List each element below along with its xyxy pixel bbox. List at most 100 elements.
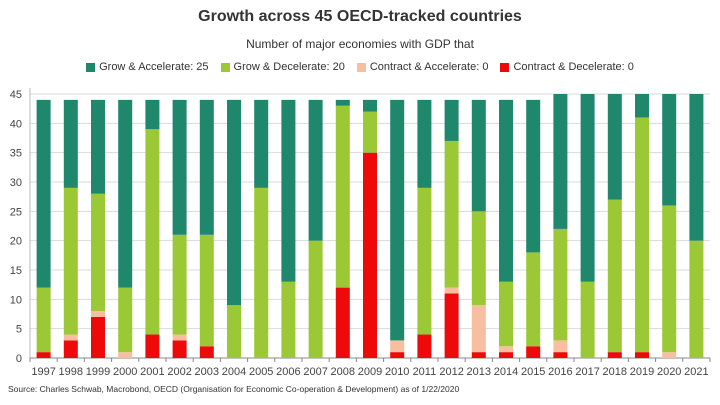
x-tick-label: 2018	[603, 366, 627, 378]
bar-segment-grow-accelerate	[689, 94, 704, 241]
x-tick-label: 2014	[494, 366, 518, 378]
y-tick-label: 35	[10, 148, 22, 160]
bar-segment-grow-decelerate	[526, 252, 541, 347]
bar-segment-grow-decelerate	[335, 105, 350, 288]
bar-segment-grow-decelerate	[199, 234, 214, 347]
x-tick-label: 2009	[358, 366, 382, 378]
bar-segment-contract-decelerate	[444, 293, 459, 358]
bar-segment-grow-accelerate	[63, 99, 78, 188]
bar-segment-contract-accelerate	[390, 340, 405, 353]
bar-segment-contract-accelerate	[91, 311, 105, 317]
y-tick-label: 20	[10, 236, 22, 248]
legend-item: Grow & Accelerate: 25	[86, 61, 209, 73]
chart-title: Growth across 45 OECD-tracked countries	[198, 8, 522, 25]
bar-segment-grow-decelerate	[607, 199, 622, 353]
bar-segment-grow-accelerate	[281, 99, 296, 282]
bar-segment-contract-accelerate	[172, 334, 187, 341]
bar-segment-grow-decelerate	[662, 205, 677, 353]
x-tick-label: 2008	[331, 366, 355, 378]
x-tick-label: 2004	[222, 366, 246, 378]
bar-segment-grow-accelerate	[36, 99, 51, 288]
bar-segment-grow-accelerate	[118, 99, 133, 288]
bar-segment-grow-accelerate	[254, 99, 269, 188]
bar-segment-grow-decelerate	[145, 129, 160, 335]
bar-segment-grow-decelerate	[254, 187, 269, 358]
bar-segment-grow-decelerate	[36, 287, 51, 353]
legend-swatch	[356, 62, 366, 72]
y-tick-label: 0	[16, 353, 22, 365]
bar-segment-grow-accelerate	[363, 99, 377, 112]
legend-item: Contract & Accelerate: 0	[356, 61, 489, 73]
bar-segment-contract-decelerate	[526, 346, 541, 358]
chart-subtitle: Number of major economies with GDP that	[246, 37, 474, 51]
bar-segment-contract-accelerate	[662, 352, 677, 358]
bar-segment-grow-accelerate	[471, 99, 486, 212]
bar-segment-contract-decelerate	[553, 352, 568, 358]
x-tick-label: 2013	[467, 366, 491, 378]
bar-segment-grow-decelerate	[363, 111, 377, 153]
bar-segment-contract-accelerate	[553, 340, 568, 353]
bar-segment-contract-decelerate	[417, 334, 432, 358]
bar-segment-grow-accelerate	[417, 99, 432, 188]
y-tick-label: 40	[10, 118, 22, 130]
y-tick-label: 10	[10, 294, 22, 306]
bar-segment-contract-decelerate	[172, 340, 187, 358]
bar-segment-grow-decelerate	[227, 305, 241, 358]
bar-segment-grow-decelerate	[417, 187, 432, 335]
x-tick-label: 2011	[413, 366, 437, 378]
bar-segment-grow-accelerate	[580, 94, 595, 282]
x-tick-label: 2021	[684, 366, 708, 378]
legend-swatch	[220, 62, 230, 72]
bar-segment-contract-decelerate	[335, 287, 350, 358]
legend-swatch	[86, 62, 96, 72]
bar-segment-grow-accelerate	[499, 99, 513, 282]
y-tick-label: 15	[10, 265, 22, 277]
x-tick-label: 2017	[575, 366, 599, 378]
bar-segment-grow-accelerate	[308, 99, 323, 241]
y-tick-label: 30	[10, 177, 22, 189]
bar-segment-contract-decelerate	[499, 352, 513, 358]
bar-segment-grow-decelerate	[63, 187, 78, 335]
bar-segment-grow-accelerate	[199, 99, 214, 235]
bar-segment-contract-decelerate	[607, 352, 622, 358]
bar-segment-grow-accelerate	[227, 99, 241, 306]
x-tick-label: 1999	[86, 366, 110, 378]
legend-label: Contract & Accelerate: 0	[369, 61, 489, 73]
bar-segment-grow-accelerate	[390, 99, 405, 341]
x-tick-label: 2016	[548, 366, 572, 378]
bar-segment-grow-decelerate	[553, 228, 568, 341]
bar-segment-grow-accelerate	[635, 94, 649, 118]
y-tick-label: 45	[10, 89, 22, 101]
bar-segment-contract-accelerate	[444, 287, 459, 294]
legend-swatch	[500, 62, 510, 72]
bar-segment-grow-accelerate	[444, 99, 459, 141]
bar-segment-contract-accelerate	[63, 334, 78, 341]
bar-segment-grow-decelerate	[689, 240, 704, 358]
bar-segment-grow-accelerate	[553, 94, 568, 229]
bar-segment-grow-decelerate	[118, 287, 133, 353]
legend-item: Contract & Decelerate: 0	[500, 61, 634, 73]
legend: Grow & Accelerate: 25 Grow & Decelerate: …	[0, 61, 720, 73]
x-tick-label: 2002	[167, 366, 191, 378]
x-tick-label: 2019	[630, 366, 654, 378]
bar-segment-grow-decelerate	[308, 240, 323, 358]
legend-label: Contract & Decelerate: 0	[513, 61, 634, 73]
x-tick-label: 1997	[31, 366, 55, 378]
bar-segment-contract-accelerate	[499, 346, 513, 353]
bar-segment-contract-accelerate	[471, 305, 486, 353]
bar-segment-contract-decelerate	[36, 352, 51, 358]
bar-segment-contract-decelerate	[635, 352, 649, 358]
y-tick-label: 5	[16, 324, 22, 336]
bar-segment-grow-accelerate	[145, 99, 160, 130]
bar-segment-contract-decelerate	[390, 352, 405, 358]
x-tick-label: 2000	[113, 366, 137, 378]
bar-segment-grow-accelerate	[607, 94, 622, 200]
legend-item: Grow & Decelerate: 20	[220, 61, 345, 73]
bar-segment-grow-accelerate	[91, 99, 105, 194]
bar-segment-contract-accelerate	[118, 352, 133, 358]
bar-segment-grow-decelerate	[444, 140, 459, 288]
x-tick-label: 1998	[59, 366, 83, 378]
bar-segment-grow-decelerate	[635, 117, 649, 353]
x-tick-label: 2006	[276, 366, 300, 378]
